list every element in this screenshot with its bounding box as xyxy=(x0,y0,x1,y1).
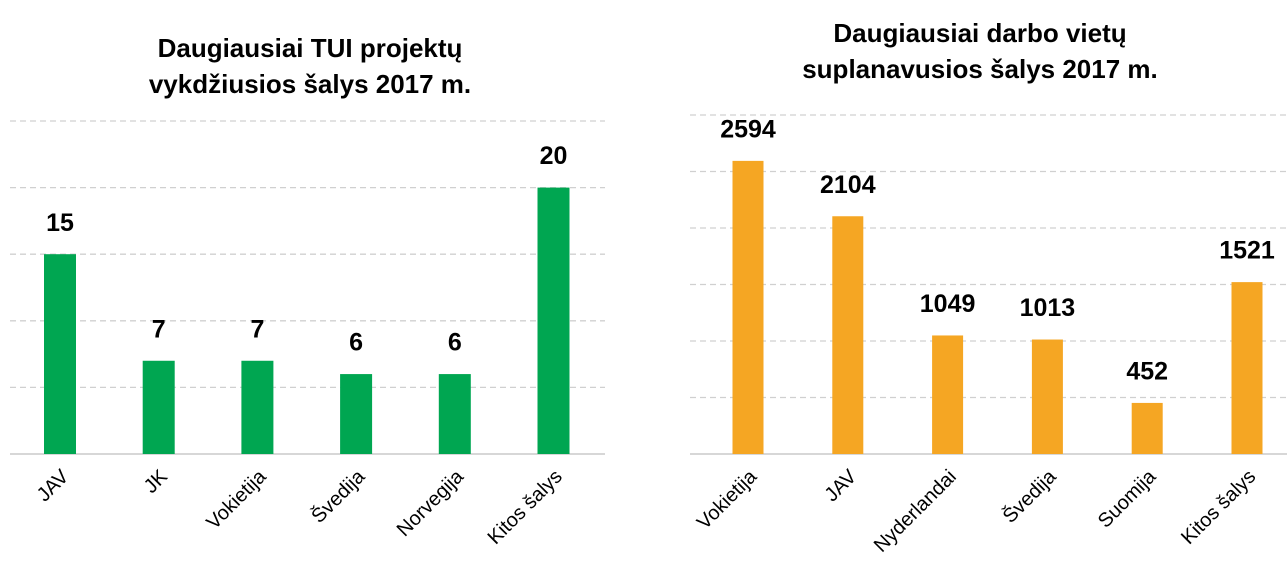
bar xyxy=(1231,282,1263,454)
x-tick-label: Kitos šalys xyxy=(484,466,567,549)
bar xyxy=(732,160,764,455)
value-label: 2104 xyxy=(820,171,876,199)
value-label: 1013 xyxy=(1020,294,1076,322)
value-label: 6 xyxy=(448,329,462,357)
value-label: 7 xyxy=(250,315,264,343)
value-label: 15 xyxy=(46,209,74,237)
bar xyxy=(1131,402,1163,454)
x-tick-label: Nyderlandai xyxy=(870,466,961,557)
x-tick-label: Vokietija xyxy=(202,465,271,534)
x-tick-label: Norvegija xyxy=(393,465,469,541)
bar xyxy=(44,254,76,454)
x-tick-label: Kitos šalys xyxy=(1177,466,1260,549)
bar xyxy=(340,374,373,454)
bar xyxy=(241,360,274,454)
bar xyxy=(142,360,175,454)
x-tick-label: Švedija xyxy=(998,464,1061,527)
value-label: 452 xyxy=(1126,358,1168,386)
x-tick-label: Švedija xyxy=(307,464,370,527)
x-tick-label: JK xyxy=(140,465,173,498)
value-label: 20 xyxy=(540,142,568,170)
value-label: 1049 xyxy=(920,290,976,318)
value-label: 2594 xyxy=(720,115,776,143)
value-label: 6 xyxy=(349,329,363,357)
bar xyxy=(832,216,864,454)
bar xyxy=(537,187,570,454)
x-tick-label: JAV xyxy=(821,465,862,506)
chart-title: Daugiausiai darbo vietų suplanavusios ša… xyxy=(802,18,1158,84)
bar xyxy=(1031,339,1063,454)
x-tick-label: Suomija xyxy=(1094,465,1161,532)
x-tick-label: JAV xyxy=(33,465,74,506)
bar xyxy=(438,374,471,454)
chart-title: Daugiausiai TUI projektų vykdžiusios šal… xyxy=(148,33,472,99)
x-tick-label: Vokietija xyxy=(693,465,762,534)
value-label: 1521 xyxy=(1219,237,1275,265)
bar xyxy=(932,335,964,454)
value-label: 7 xyxy=(152,315,166,343)
